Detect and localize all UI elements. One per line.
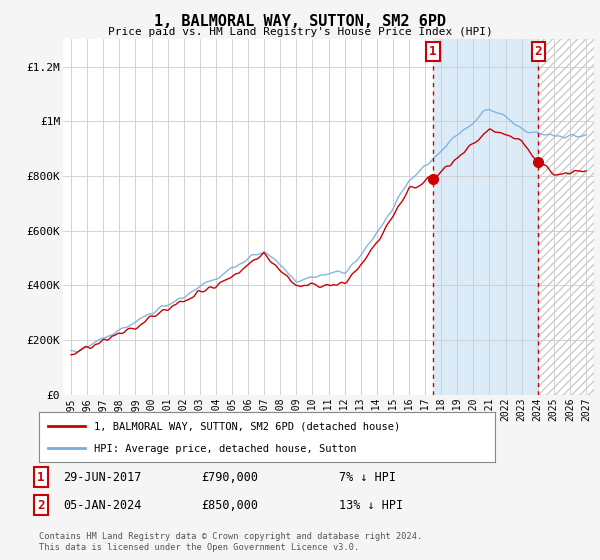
Text: £850,000: £850,000 bbox=[201, 498, 258, 512]
Text: 05-JAN-2024: 05-JAN-2024 bbox=[63, 498, 142, 512]
Text: 29-JUN-2017: 29-JUN-2017 bbox=[63, 470, 142, 484]
Text: HPI: Average price, detached house, Sutton: HPI: Average price, detached house, Sutt… bbox=[94, 444, 356, 454]
Bar bbox=[538, 39, 594, 395]
Text: £790,000: £790,000 bbox=[201, 470, 258, 484]
Text: 2: 2 bbox=[37, 498, 44, 512]
Text: 2: 2 bbox=[535, 45, 542, 58]
Text: 7% ↓ HPI: 7% ↓ HPI bbox=[339, 470, 396, 484]
Bar bbox=[433, 39, 538, 395]
Text: Price paid vs. HM Land Registry's House Price Index (HPI): Price paid vs. HM Land Registry's House … bbox=[107, 27, 493, 37]
Text: 13% ↓ HPI: 13% ↓ HPI bbox=[339, 498, 403, 512]
Text: 1, BALMORAL WAY, SUTTON, SM2 6PD (detached house): 1, BALMORAL WAY, SUTTON, SM2 6PD (detach… bbox=[94, 422, 400, 432]
Text: 1, BALMORAL WAY, SUTTON, SM2 6PD: 1, BALMORAL WAY, SUTTON, SM2 6PD bbox=[154, 14, 446, 29]
Text: Contains HM Land Registry data © Crown copyright and database right 2024.
This d: Contains HM Land Registry data © Crown c… bbox=[39, 533, 422, 552]
Text: 1: 1 bbox=[37, 470, 44, 484]
Text: 1: 1 bbox=[430, 45, 437, 58]
